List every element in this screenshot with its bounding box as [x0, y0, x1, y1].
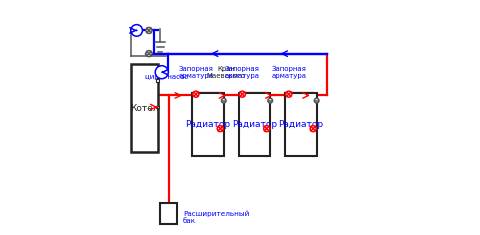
Circle shape	[314, 98, 319, 103]
Bar	[160, 204, 177, 224]
Circle shape	[221, 98, 226, 103]
Circle shape	[146, 27, 152, 33]
Circle shape	[310, 126, 316, 132]
Circle shape	[217, 126, 223, 132]
Text: Кран
Маевского: Кран Маевского	[206, 66, 246, 79]
Text: Радиатор: Радиатор	[185, 120, 230, 129]
Text: Радиатор: Радиатор	[232, 120, 277, 129]
Bar	[131, 64, 157, 152]
Bar	[156, 79, 159, 82]
Text: Запорная
арматура: Запорная арматура	[179, 66, 214, 79]
Text: Расширительный
бак: Расширительный бак	[183, 211, 250, 224]
Bar	[156, 106, 159, 108]
Circle shape	[268, 98, 273, 103]
Circle shape	[193, 91, 199, 97]
Circle shape	[155, 66, 168, 79]
Bar	[239, 93, 270, 156]
Circle shape	[264, 126, 270, 132]
Text: Котел: Котел	[130, 104, 158, 113]
Circle shape	[131, 25, 143, 36]
Bar	[192, 93, 224, 156]
Text: Радиатор: Радиатор	[278, 120, 324, 129]
Bar	[285, 93, 317, 156]
Circle shape	[146, 51, 152, 57]
Text: Запорная
арматура: Запорная арматура	[225, 66, 260, 79]
Text: цирк. насос: цирк. насос	[145, 74, 189, 80]
Circle shape	[286, 91, 292, 97]
Circle shape	[240, 91, 245, 97]
Text: Запорная
арматура: Запорная арматура	[271, 66, 306, 79]
